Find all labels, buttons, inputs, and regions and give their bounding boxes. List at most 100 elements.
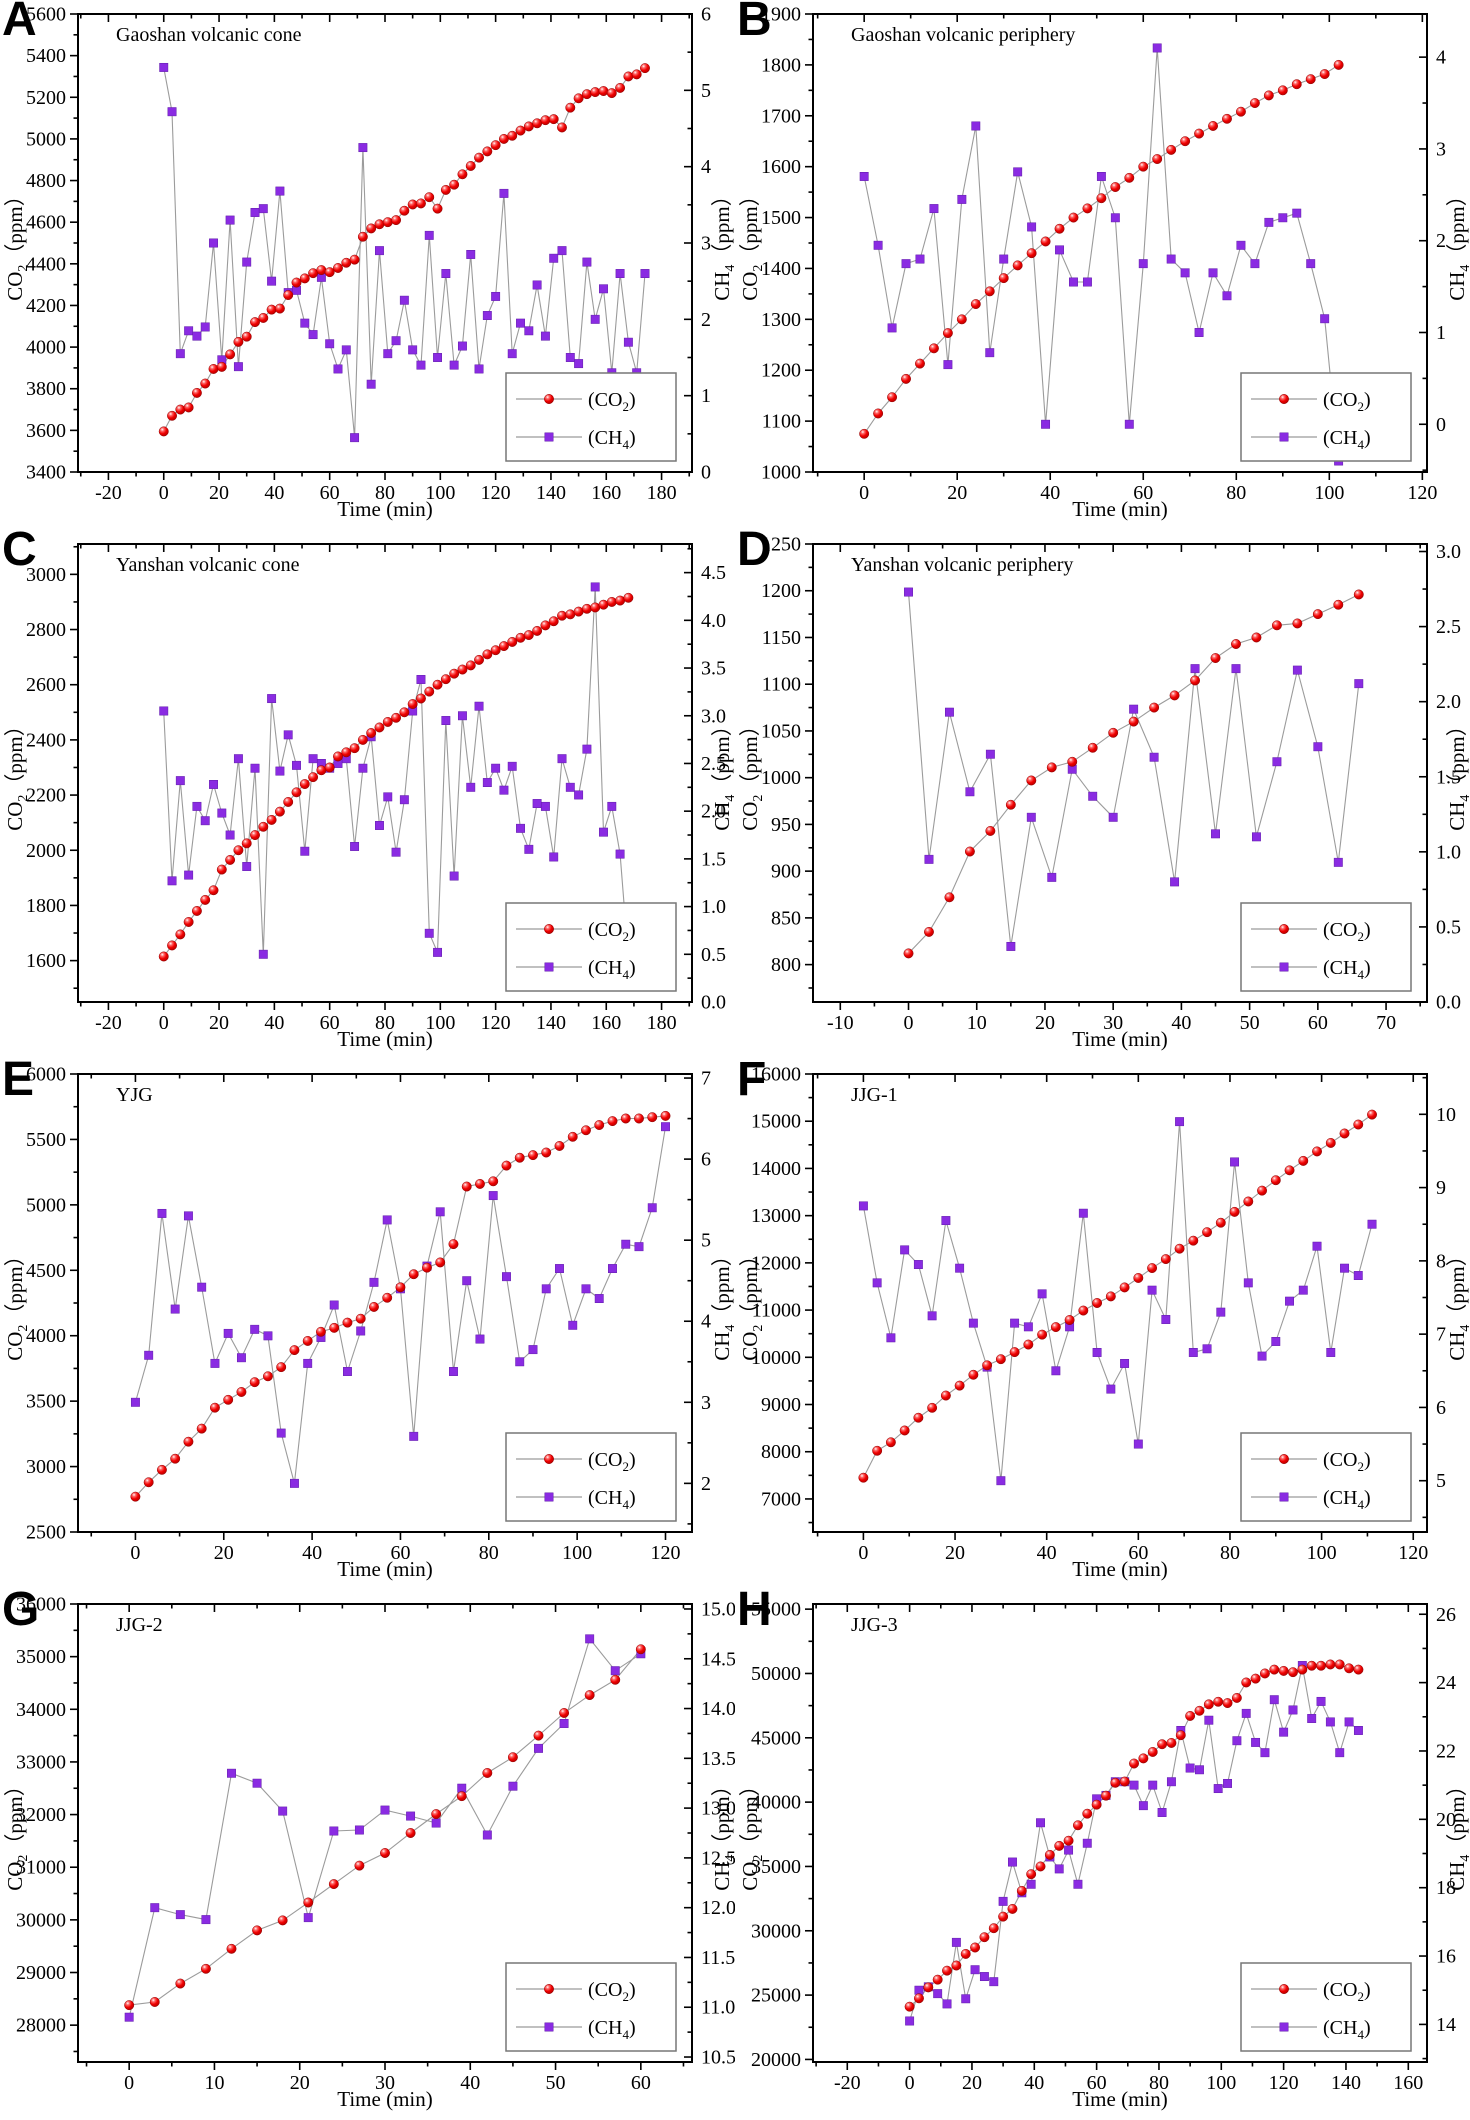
ch4-data-marker bbox=[532, 799, 542, 808]
ch4-data-marker bbox=[541, 1284, 551, 1294]
ch4-data-marker bbox=[582, 257, 592, 267]
ch4-data-marker bbox=[623, 337, 633, 347]
y-left-tick-label: 4000 bbox=[26, 337, 66, 359]
co2-data-marker bbox=[1147, 1263, 1158, 1274]
panel-letter: B bbox=[737, 0, 772, 46]
co2-data-marker bbox=[274, 806, 285, 817]
co2-data-marker bbox=[615, 82, 626, 93]
ch4-data-marker bbox=[424, 230, 434, 240]
y-right-tick-label: 2.5 bbox=[1436, 616, 1461, 638]
ch4-data-marker bbox=[1307, 1714, 1317, 1723]
co2-data-marker bbox=[1222, 1698, 1233, 1709]
co2-data-marker bbox=[1110, 182, 1121, 192]
x-tick-label: 80 bbox=[375, 1012, 395, 1034]
co2-data-marker bbox=[465, 161, 476, 171]
co2-data-marker bbox=[130, 1491, 141, 1502]
y-right-tick-label: 6 bbox=[701, 1149, 711, 1171]
y-left-tick-label: 5000 bbox=[26, 128, 66, 150]
y-left-axis-title: CO2（ppm） bbox=[3, 1245, 31, 1361]
ch4-data-marker bbox=[1054, 1864, 1064, 1874]
plot-svg: 0 20 40 60 80 100 1201000110012001300140015001… bbox=[738, 4, 1470, 522]
ch4-data-marker bbox=[540, 801, 550, 811]
plot-svg: -10 0 10 20 30 40 50 60 70 800 850 900 950 1000 1050 11… bbox=[738, 534, 1470, 1052]
co2-data-marker bbox=[333, 263, 343, 273]
y-right-tick-label: 2 bbox=[1436, 230, 1446, 252]
x-tick-label: 0 bbox=[859, 482, 869, 504]
ch4-data-marker bbox=[1027, 222, 1037, 232]
series-line bbox=[129, 1648, 642, 2006]
ch4-data-marker bbox=[383, 792, 393, 802]
ch4-data-marker bbox=[175, 1910, 185, 1920]
co2-data-marker bbox=[998, 1911, 1009, 1922]
ch4-data-marker bbox=[1204, 1715, 1214, 1725]
ch4-data-marker bbox=[516, 318, 525, 328]
co2-data-marker bbox=[250, 830, 260, 841]
ch4-data-marker bbox=[1260, 1748, 1270, 1758]
ch4-data-marker bbox=[1232, 1736, 1242, 1746]
ch4-data-marker bbox=[225, 215, 235, 225]
legend-co2-marker bbox=[1279, 1984, 1289, 1994]
y-right-tick-label: 2.0 bbox=[701, 801, 726, 823]
y-left-tick-label: 50000 bbox=[751, 1663, 801, 1685]
ch4-data-marker bbox=[996, 1476, 1006, 1486]
co2-data-marker bbox=[474, 152, 484, 163]
co2-data-marker bbox=[1319, 69, 1330, 79]
ch4-data-marker bbox=[1106, 1384, 1116, 1394]
y-left-tick-label: 15000 bbox=[751, 1111, 801, 1133]
ch4-data-marker bbox=[549, 852, 559, 862]
x-tick-label: 20 bbox=[209, 1012, 229, 1034]
ch4-data-marker bbox=[555, 1264, 564, 1273]
ch4-data-marker bbox=[1082, 277, 1092, 287]
co2-data-marker bbox=[191, 906, 202, 916]
co2-data-marker bbox=[1180, 136, 1191, 147]
co2-data-marker bbox=[1251, 632, 1262, 643]
panel-letter: G bbox=[2, 1583, 40, 1636]
co2-data-marker bbox=[1138, 1753, 1149, 1764]
co2-data-marker bbox=[236, 1387, 247, 1397]
y-left-tick-label: 4200 bbox=[26, 295, 66, 317]
plot-border bbox=[812, 543, 1428, 1003]
y-right-tick-label: 0.5 bbox=[701, 944, 726, 966]
co2-data-marker bbox=[1288, 1667, 1298, 1678]
co2-data-marker bbox=[233, 336, 244, 347]
x-axis-title: Time (min) bbox=[1072, 1027, 1167, 1051]
y-left-tick-label: 5600 bbox=[26, 4, 66, 26]
y-right-tick-label: 11.0 bbox=[701, 1997, 735, 2019]
legend-ch4-marker bbox=[544, 432, 554, 442]
co2-data-marker bbox=[1339, 1128, 1350, 1139]
y-right-tick-label: 1 bbox=[1436, 322, 1446, 344]
x-tick-label: 10 bbox=[967, 1012, 987, 1034]
ch4-data-marker bbox=[590, 314, 600, 324]
legend-box bbox=[1240, 1962, 1412, 2052]
ch4-data-marker bbox=[582, 744, 592, 754]
co2-data-marker bbox=[315, 1326, 326, 1337]
co2-data-marker bbox=[567, 1131, 578, 1142]
ch4-data-marker bbox=[914, 1985, 924, 1995]
y-left-tick-label: 1100 bbox=[762, 674, 801, 696]
legend-box bbox=[1240, 902, 1412, 992]
x-axis-title: Time (min) bbox=[1072, 497, 1167, 521]
co2-data-marker bbox=[475, 1178, 485, 1189]
co2-data-marker bbox=[1067, 756, 1078, 767]
series-line bbox=[908, 594, 1360, 954]
chart-panel: F 0 20 40 60 80 100 120 7000 8000 9000 10000 11000 1… bbox=[735, 1056, 1470, 1590]
x-tick-label: 60 bbox=[1133, 482, 1153, 504]
legend-ch4-label: (CH4) bbox=[1323, 2017, 1371, 2042]
y-left-tick-label: 1200 bbox=[761, 360, 801, 382]
co2-data-marker bbox=[924, 926, 934, 937]
x-tick-label: 40 bbox=[264, 482, 284, 504]
legend-ch4-label: (CH4) bbox=[588, 1487, 636, 1512]
y-right-tick-label: 1.0 bbox=[701, 896, 726, 918]
co2-data-marker bbox=[1270, 1175, 1281, 1186]
co2-data-marker bbox=[615, 595, 626, 606]
ch4-data-marker bbox=[225, 830, 235, 840]
ch4-data-marker bbox=[167, 107, 177, 117]
co2-data-marker bbox=[440, 184, 451, 195]
ch4-data-marker bbox=[466, 782, 476, 792]
co2-data-marker bbox=[548, 616, 559, 627]
co2-data-marker bbox=[366, 223, 377, 234]
ch4-data-marker bbox=[502, 1272, 511, 1282]
x-tick-label: 10 bbox=[204, 2072, 224, 2094]
y-right-tick-label: 4 bbox=[701, 1311, 711, 1333]
y-left-tick-label: 2600 bbox=[26, 674, 66, 696]
